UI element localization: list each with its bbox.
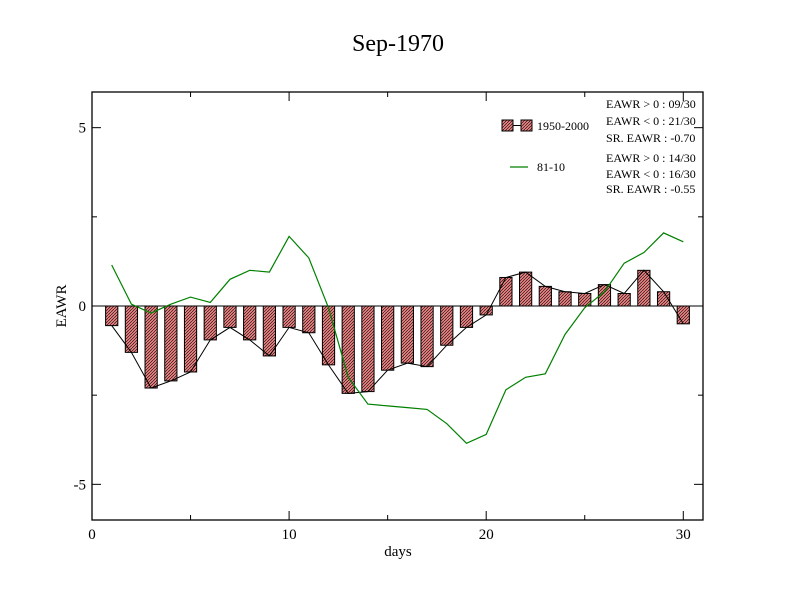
bar-day-13 [341,305,355,394]
x-tick-label: 0 [88,527,96,543]
stat-1950-sr: SR. EAWR : -0.70 [606,131,695,145]
x-tick-label: 20 [479,527,494,543]
series-1950-2000-line [111,269,684,394]
bar-day-9 [262,305,276,357]
y-axis-label: EAWR [54,285,70,328]
stat-8110-negative: EAWR < 0 : 16/30 [606,167,696,181]
legend-label-1950-2000: 1950-2000 [537,119,589,133]
bar-day-16 [400,305,414,364]
bar-day-17 [420,305,434,368]
stats-annotations: EAWR > 0 : 09/30 EAWR < 0 : 21/30 SR. EA… [606,97,696,196]
x-tick-label: 30 [676,527,691,543]
bar-day-23 [538,285,552,307]
bar-day-8 [243,305,257,341]
legend-label-81-10: 81-10 [537,160,565,174]
x-axis-label: days [384,544,412,560]
bar-day-18 [440,305,454,346]
legend-bar-swatch-right [520,119,533,132]
bar-day-14 [361,305,375,393]
stat-1950-negative: EAWR < 0 : 21/30 [606,114,696,128]
bar-day-27 [617,293,631,307]
y-axis-ticks: -5 0 5 [74,121,703,493]
bar-day-3 [144,305,158,389]
bar-day-4 [164,305,178,382]
bar-day-11 [302,305,316,334]
bar-day-21 [499,276,513,307]
y-tick-label: -5 [74,477,87,493]
series-81-10-line [111,232,684,445]
bar-day-7 [223,305,237,328]
x-axis-ticks: 0 10 20 30 [88,92,691,543]
bar-day-12 [321,305,336,366]
y-tick-label: 5 [79,121,87,137]
bar-day-15 [381,305,395,371]
bar-day-10 [282,305,296,328]
x-tick-label: 10 [282,527,297,543]
bars-1950-2000 [105,269,690,394]
legend-bar-swatch-left [501,119,514,132]
stat-1950-positive: EAWR > 0 : 09/30 [606,97,696,111]
bar-day-30 [676,305,690,325]
bar-day-22 [519,271,533,307]
series-lines [111,232,684,445]
stat-8110-positive: EAWR > 0 : 14/30 [606,151,696,165]
bar-day-6 [203,305,217,341]
chart-title: Sep-1970 [352,31,444,57]
bar-day-24 [558,291,572,307]
y-tick-label: 0 [79,299,87,315]
bar-day-5 [183,305,198,373]
legend: 1950-2000 81-10 [501,119,589,174]
bar-day-1 [105,305,119,327]
bar-day-2 [124,305,139,353]
stat-8110-sr: SR. EAWR : -0.55 [606,182,695,196]
